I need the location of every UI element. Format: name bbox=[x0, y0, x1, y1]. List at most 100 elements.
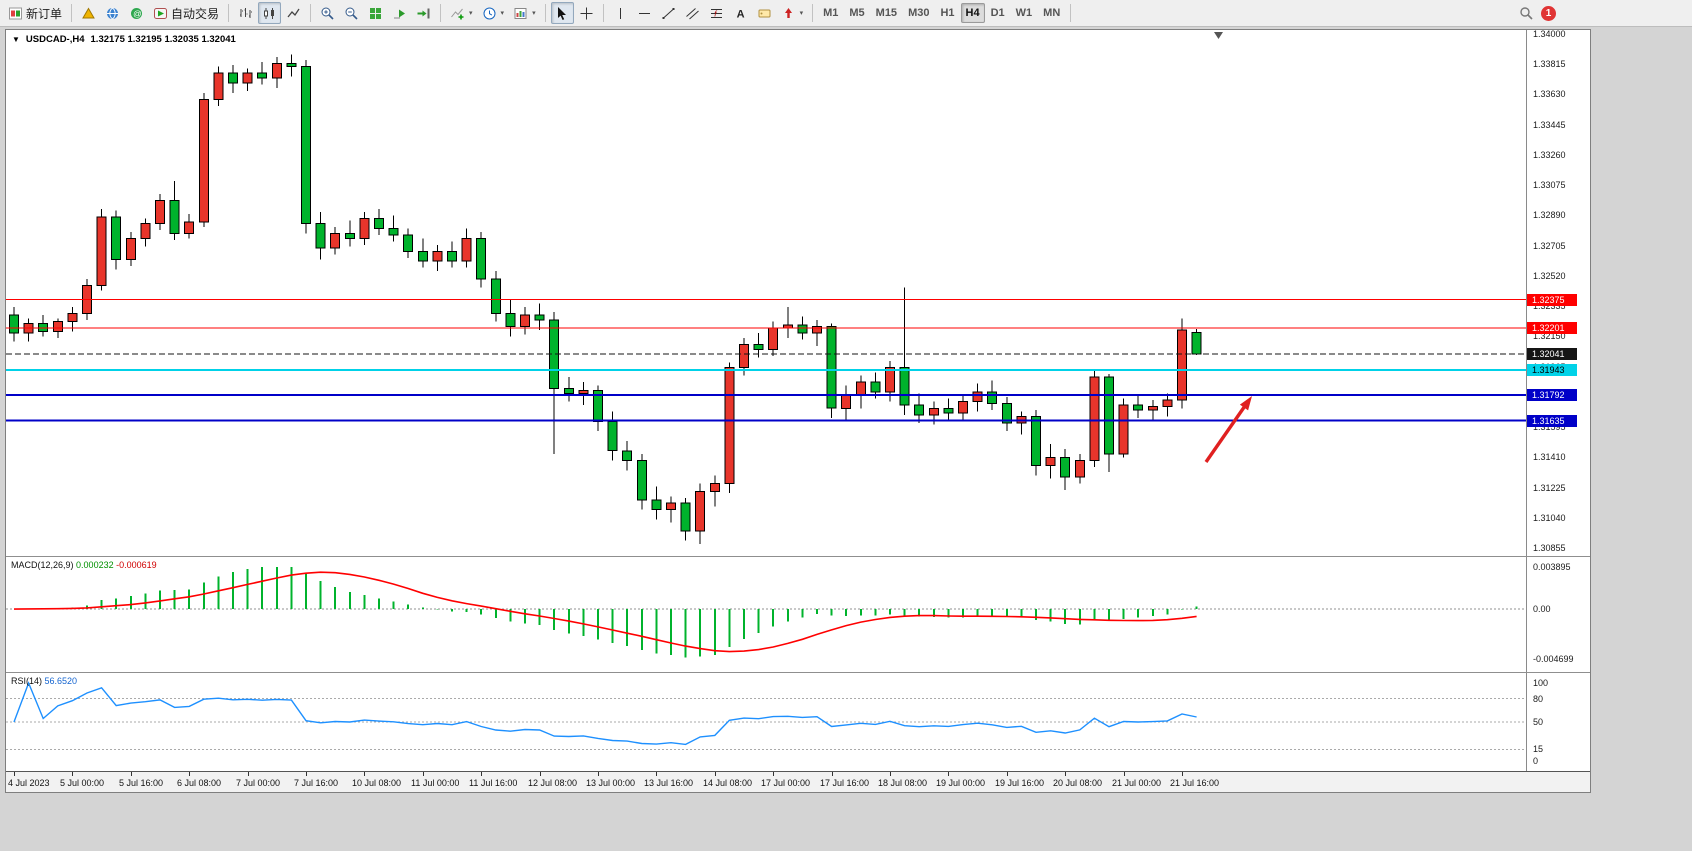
candle-body bbox=[359, 218, 370, 239]
chart-shift-button[interactable] bbox=[412, 2, 435, 24]
candle-body bbox=[505, 313, 516, 328]
candle-body bbox=[636, 460, 647, 501]
candle-body bbox=[885, 366, 895, 393]
candle-body bbox=[461, 237, 472, 262]
chart-shift-marker[interactable] bbox=[1214, 32, 1223, 39]
tf-button-d1[interactable]: D1 bbox=[986, 3, 1010, 23]
candle-body bbox=[38, 322, 49, 332]
community-button[interactable]: @ bbox=[125, 2, 148, 24]
tile-windows-button[interactable] bbox=[364, 2, 387, 24]
time-label: 21 Jul 16:00 bbox=[1170, 778, 1220, 788]
candle-body bbox=[198, 98, 209, 223]
arrow-annotation-shaft[interactable] bbox=[1204, 402, 1249, 463]
tf-button-w1[interactable]: W1 bbox=[1011, 3, 1038, 23]
candle-body bbox=[1133, 404, 1144, 411]
zoom-out-button[interactable] bbox=[340, 2, 363, 24]
rsi-scale-tick: 80 bbox=[1533, 693, 1544, 704]
chart-symbol-period: USDCAD-,H4 bbox=[25, 34, 85, 45]
candle-body bbox=[870, 381, 881, 393]
vertical-line-button[interactable] bbox=[609, 2, 632, 24]
toolbar-separator bbox=[1070, 4, 1072, 22]
main-toolbar: 新订单 @ 自动交易 ▾ bbox=[0, 0, 1692, 27]
time-axis[interactable]: 4 Jul 2023 5 Jul 00:00 5 Jul 16:00 6 Jul 08… bbox=[6, 771, 1590, 792]
candlestick-icon bbox=[264, 7, 275, 19]
candlestick-chart-button[interactable] bbox=[258, 2, 282, 24]
candle-body bbox=[476, 237, 487, 280]
tf-button-m30[interactable]: M30 bbox=[903, 3, 934, 23]
indicators-button[interactable]: ▾ bbox=[446, 2, 477, 24]
rsi-name: RSI(14) bbox=[11, 676, 43, 686]
cursor-button[interactable] bbox=[550, 2, 574, 24]
autotrading-label: 自动交易 bbox=[171, 6, 220, 21]
search-icon[interactable] bbox=[1519, 6, 1534, 21]
tf-button-h1[interactable]: H1 bbox=[935, 3, 959, 23]
macd-name: MACD(12,26,9) bbox=[11, 560, 74, 570]
channel-icon bbox=[685, 7, 699, 19]
crosshair-button[interactable] bbox=[575, 2, 598, 24]
new-order-button[interactable]: 新订单 bbox=[4, 2, 66, 24]
macd-canvas[interactable] bbox=[6, 557, 1526, 672]
price-scale[interactable]: 1.34000 1.33815 1.33630 1.33445 1.33260 1.330… bbox=[1526, 30, 1590, 771]
candle-body bbox=[972, 391, 983, 403]
time-tick bbox=[1182, 772, 1183, 776]
trendline-button[interactable] bbox=[657, 2, 680, 24]
templates-button[interactable]: ▾ bbox=[509, 2, 540, 24]
rsi-canvas[interactable] bbox=[6, 673, 1526, 770]
chart-shift-icon bbox=[417, 8, 430, 18]
tf-button-m5[interactable]: M5 bbox=[844, 3, 869, 23]
bar-chart-button[interactable] bbox=[234, 2, 257, 24]
price-chart-canvas[interactable] bbox=[6, 30, 1526, 556]
price-tag-1.32201: 1.32201 bbox=[1527, 322, 1577, 335]
time-label: 17 Jul 16:00 bbox=[820, 778, 870, 788]
time-label: 19 Jul 00:00 bbox=[936, 778, 986, 788]
time-label: 14 Jul 08:00 bbox=[703, 778, 753, 788]
tf-button-h4[interactable]: H4 bbox=[960, 3, 985, 23]
candle-body bbox=[96, 216, 107, 287]
candle-body bbox=[1001, 402, 1012, 424]
periods-caret: ▾ bbox=[500, 10, 505, 17]
rsi-value: 56.6520 bbox=[44, 676, 78, 686]
tf-button-mn[interactable]: MN bbox=[1038, 3, 1065, 23]
notification-badge[interactable]: 1 bbox=[1541, 5, 1556, 21]
text-label-button[interactable] bbox=[753, 2, 776, 24]
candle-body bbox=[958, 401, 968, 414]
candle-body bbox=[1104, 376, 1114, 455]
funnel-button[interactable] bbox=[77, 2, 100, 24]
horizontal-line-button[interactable] bbox=[633, 2, 656, 24]
panel-separator-macd[interactable] bbox=[6, 556, 1590, 557]
line-chart-button[interactable] bbox=[282, 2, 305, 24]
time-label: 21 Jul 00:00 bbox=[1112, 778, 1162, 788]
candle-body bbox=[140, 223, 151, 239]
price-tag-1.32375: 1.32375 bbox=[1527, 293, 1577, 306]
price-tag-1.32041: 1.32041 bbox=[1527, 348, 1577, 361]
candle-body bbox=[301, 66, 311, 225]
candle-body bbox=[928, 407, 939, 416]
one-click-trading-toggle[interactable]: ▼ bbox=[12, 34, 20, 44]
fibonacci-button[interactable]: f bbox=[705, 2, 728, 24]
equidistant-channel-button[interactable] bbox=[681, 2, 704, 24]
text-button[interactable]: A bbox=[729, 2, 752, 24]
macd-main-value: 0.000232 bbox=[76, 560, 114, 570]
time-label: 13 Jul 00:00 bbox=[586, 778, 636, 788]
candle-body bbox=[1177, 329, 1187, 401]
periods-button[interactable]: ▾ bbox=[478, 2, 509, 24]
time-tick bbox=[248, 772, 249, 776]
tf-button-m15[interactable]: M15 bbox=[871, 3, 902, 23]
rsi-scale-tick: 15 bbox=[1533, 744, 1544, 755]
timeframe-group: M1 M5 M15 M30 H1 H4 D1 W1 MN bbox=[818, 3, 1065, 23]
tf-button-m1[interactable]: M1 bbox=[818, 3, 843, 23]
time-tick bbox=[14, 772, 15, 776]
globe-icon bbox=[107, 7, 119, 19]
time-tick bbox=[423, 772, 424, 776]
globe-button[interactable] bbox=[101, 2, 124, 24]
time-label: 5 Jul 00:00 bbox=[60, 778, 105, 788]
autoscroll-icon bbox=[394, 9, 406, 18]
autoscroll-button[interactable] bbox=[388, 2, 411, 24]
arrows-button[interactable]: ▾ bbox=[777, 2, 808, 24]
time-tick bbox=[481, 772, 482, 776]
panel-separator-rsi[interactable] bbox=[6, 672, 1590, 673]
price-tick: 1.33630 bbox=[1533, 89, 1566, 100]
zoom-in-button[interactable] bbox=[316, 2, 339, 24]
autotrading-button[interactable]: 自动交易 bbox=[149, 2, 223, 24]
arrow-annotation-head[interactable] bbox=[1239, 396, 1252, 411]
